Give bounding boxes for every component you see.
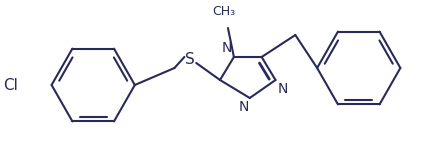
Text: N: N	[278, 82, 288, 96]
Text: S: S	[185, 53, 195, 67]
Text: N: N	[222, 41, 232, 55]
Text: CH₃: CH₃	[213, 5, 235, 18]
Text: Cl: Cl	[3, 78, 18, 93]
Text: N: N	[238, 100, 249, 114]
